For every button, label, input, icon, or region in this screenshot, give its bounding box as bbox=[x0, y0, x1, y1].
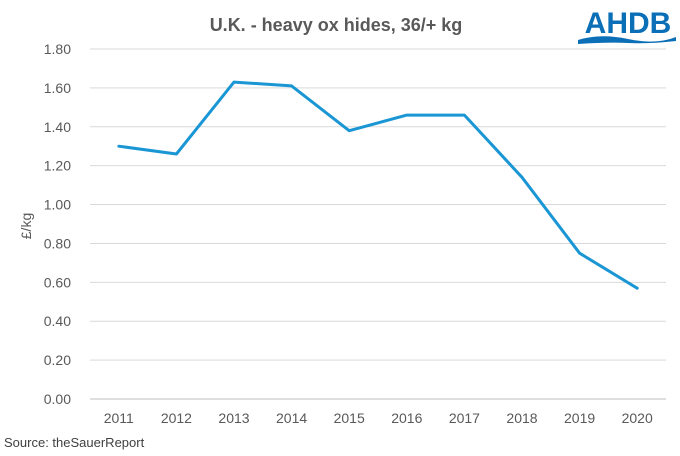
y-tick-label: 0.80 bbox=[44, 235, 71, 251]
chart-title: U.K. - heavy ox hides, 36/+ kg bbox=[210, 15, 463, 35]
logo-wave-icon bbox=[578, 36, 676, 44]
y-tick-label: 1.60 bbox=[44, 80, 71, 96]
y-tick-labels: 0.00 0.20 0.40 0.60 0.80 1.00 1.20 1.40 1.60 1.80 bbox=[44, 41, 71, 407]
series bbox=[117, 80, 639, 290]
y-tick-label: 0.20 bbox=[44, 352, 71, 368]
x-tick-label: 2015 bbox=[334, 410, 365, 426]
ahdb-logo: AHDB bbox=[578, 7, 676, 44]
y-tick-label: 0.00 bbox=[44, 391, 71, 407]
y-tick-label: 1.00 bbox=[44, 197, 71, 213]
y-tick-label: 1.40 bbox=[44, 119, 71, 135]
y-tick-label: 0.40 bbox=[44, 313, 71, 329]
x-tick-label: 2014 bbox=[276, 410, 307, 426]
x-tick-label: 2013 bbox=[218, 410, 249, 426]
x-tick-label: 2016 bbox=[391, 410, 422, 426]
logo-text: AHDB bbox=[585, 7, 672, 40]
y-tick-label: 1.20 bbox=[44, 158, 71, 174]
x-tick-label: 2012 bbox=[161, 410, 192, 426]
x-tick-label: 2018 bbox=[506, 410, 537, 426]
x-tick-labels: 2011 2012 2013 2014 2015 2016 2017 2018 2019 2020 bbox=[104, 410, 653, 426]
x-tick-label: 2017 bbox=[449, 410, 480, 426]
x-tick-label: 2019 bbox=[564, 410, 595, 426]
series-line bbox=[117, 80, 639, 290]
source-note: Source: theSauerReport bbox=[4, 435, 145, 450]
y-tick-label: 1.80 bbox=[44, 41, 71, 57]
grid bbox=[90, 48, 666, 400]
x-tick-label: 2011 bbox=[104, 410, 134, 426]
y-axis-label: £/kg bbox=[18, 213, 34, 239]
x-tick-label: 2020 bbox=[622, 410, 653, 426]
y-tick-label: 0.60 bbox=[44, 274, 71, 290]
